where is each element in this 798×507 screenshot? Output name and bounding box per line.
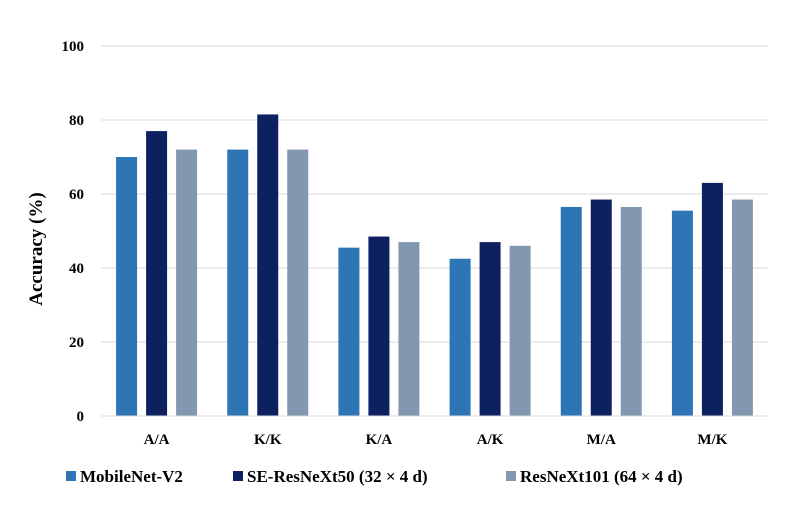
bar-a-a-series-1 [116,157,138,416]
bar-m-k-series-2 [701,182,723,416]
legend-swatch [66,471,76,481]
bar-m-k-series-1 [671,210,693,416]
bar-a-a-series-2 [146,131,168,416]
y-axis-title: Accuracy (%) [26,192,47,305]
bar-k-k-series-2 [257,114,279,416]
bar-m-a-series-1 [560,206,582,416]
x-tick-label: A/A [144,432,170,448]
x-tick-label: A/K [477,432,504,448]
y-tick-label: 40 [69,261,84,277]
bar-m-k-series-3 [731,199,753,416]
legend-item: ResNeXt101 (64 × 4 d) [506,467,683,486]
bars [116,114,753,416]
legend-swatch [506,471,516,481]
y-tick-label: 60 [69,187,84,203]
legend-swatch [233,471,243,481]
legend-label: MobileNet-V2 [80,467,183,486]
legend-label: SE-ResNeXt50 (32 × 4 d) [247,467,428,486]
axes: 0 20 40 60 80 100 A/A K/K K/A A/K M/A M/K [62,39,768,448]
bar-k-a-series-3 [398,242,420,416]
bar-k-a-series-2 [368,236,390,416]
x-tick-label: M/A [587,432,616,448]
bar-a-k-series-1 [449,258,471,416]
grid-lines [101,45,768,343]
legend-label: ResNeXt101 (64 × 4 d) [520,467,683,486]
x-tick-label: K/K [254,432,282,448]
legend-item: SE-ResNeXt50 (32 × 4 d) [233,467,428,486]
bar-a-a-series-3 [176,149,198,416]
bar-k-a-series-1 [338,247,360,416]
bar-m-a-series-2 [590,199,612,416]
y-tick-label: 80 [69,113,84,129]
legend: MobileNet-V2 SE-ResNeXt50 (32 × 4 d) ResNe… [66,467,683,486]
y-tick-label: 0 [77,409,85,425]
bar-k-k-series-3 [287,149,309,416]
y-tick-label: 20 [69,335,84,351]
x-tick-label: M/K [697,432,727,448]
bar-k-k-series-1 [227,149,249,416]
bar-a-k-series-3 [509,245,531,416]
legend-item: MobileNet-V2 [66,467,183,486]
x-tick-label: K/A [366,432,393,448]
bar-a-k-series-2 [479,242,501,416]
bar-m-a-series-3 [620,206,642,416]
y-tick-label: 100 [62,39,85,55]
